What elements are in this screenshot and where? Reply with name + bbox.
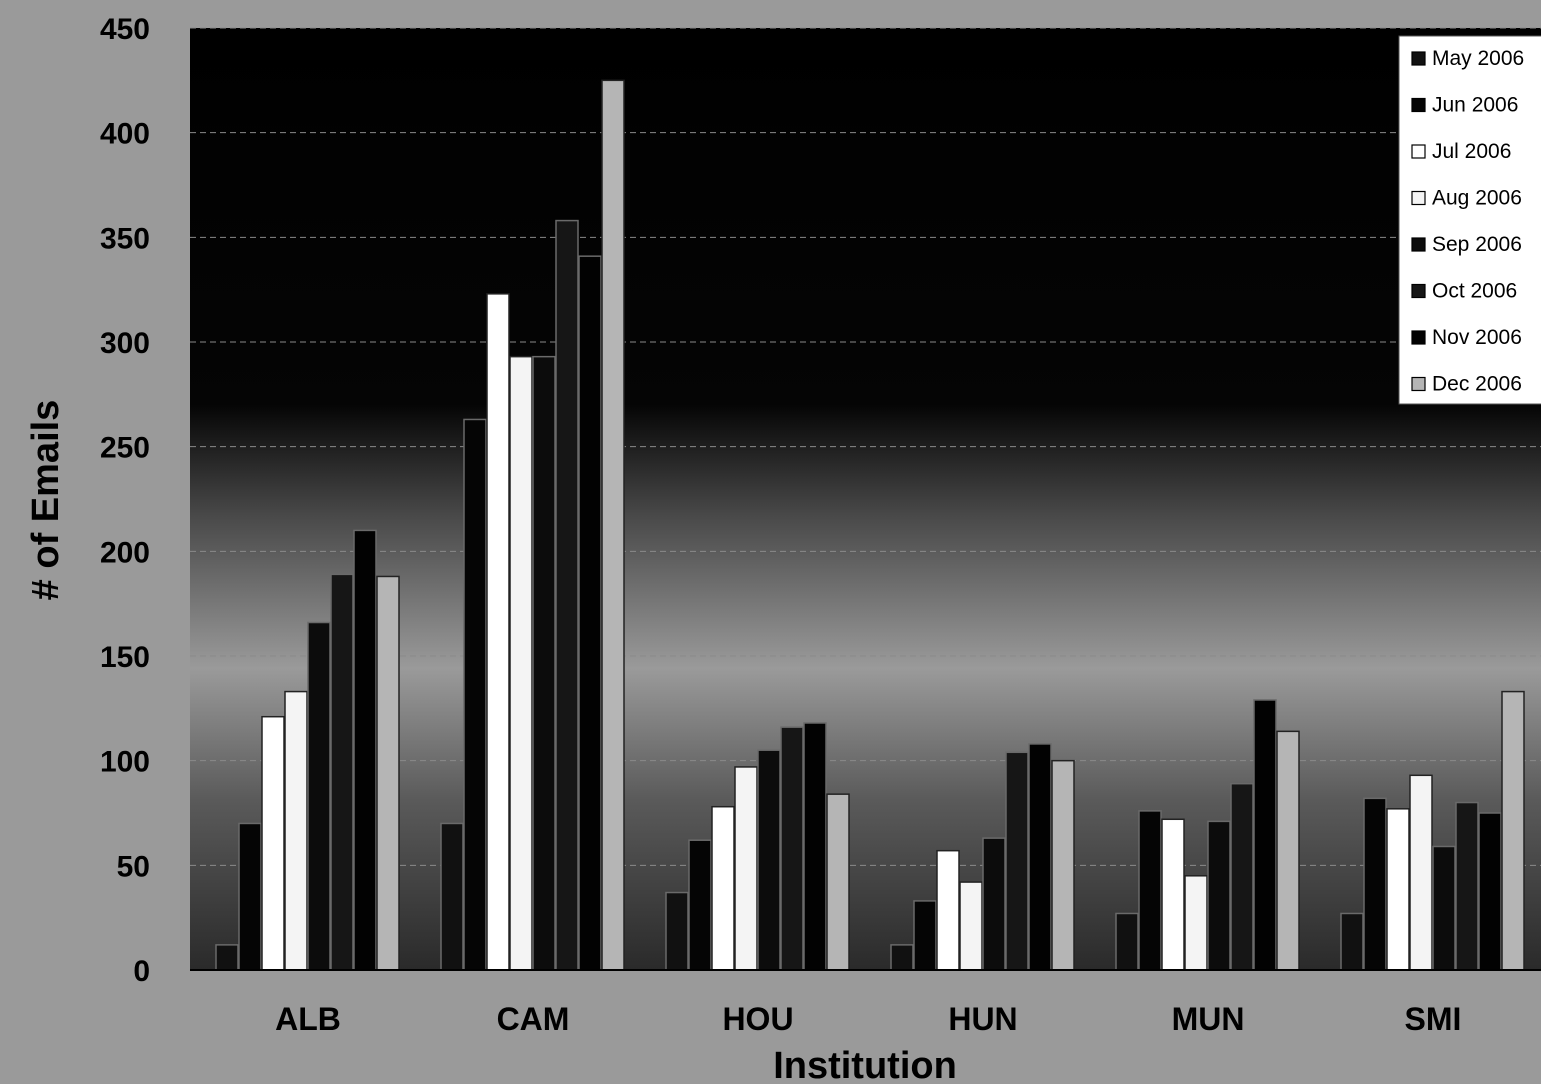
bar-hun-nov-2006 bbox=[1028, 743, 1052, 971]
bar-cam-jul-2006 bbox=[486, 293, 510, 971]
bar-smi-jun-2006 bbox=[1363, 797, 1387, 971]
bar-cam-nov-2006 bbox=[578, 255, 602, 971]
y-tick-label: 100 bbox=[100, 746, 150, 779]
y-tick-label: 300 bbox=[100, 327, 150, 360]
x-tick-label: CAM bbox=[497, 1001, 570, 1037]
bar-mun-jun-2006 bbox=[1138, 810, 1162, 971]
bar-hun-sep-2006 bbox=[982, 837, 1006, 971]
legend-label: May 2006 bbox=[1432, 47, 1524, 70]
bar-hou-jul-2006 bbox=[711, 805, 735, 971]
bar-smi-oct-2006 bbox=[1455, 801, 1479, 971]
bar-cam-dec-2006 bbox=[601, 79, 625, 971]
bar-alb-aug-2006 bbox=[284, 690, 308, 971]
bar-mun-jul-2006 bbox=[1161, 818, 1185, 971]
bar-cam-jun-2006 bbox=[463, 418, 487, 971]
bar-mun-sep-2006 bbox=[1207, 820, 1231, 971]
bar-smi-aug-2006 bbox=[1409, 774, 1433, 971]
bar-smi-nov-2006 bbox=[1478, 812, 1502, 971]
legend-swatch bbox=[1411, 97, 1426, 113]
bar-hun-jun-2006 bbox=[913, 900, 937, 971]
bar-hou-jun-2006 bbox=[688, 839, 712, 971]
bar-smi-jul-2006 bbox=[1386, 808, 1410, 971]
y-tick-label: 0 bbox=[133, 955, 150, 988]
bar-alb-may-2006 bbox=[215, 944, 239, 971]
bar-alb-jul-2006 bbox=[261, 715, 285, 971]
bar-hun-dec-2006 bbox=[1051, 759, 1075, 971]
bar-hou-nov-2006 bbox=[803, 722, 827, 971]
bar-hun-aug-2006 bbox=[959, 881, 983, 971]
bar-cam-aug-2006 bbox=[509, 355, 533, 971]
y-tick-label: 150 bbox=[100, 641, 150, 674]
legend-swatch bbox=[1411, 144, 1426, 159]
bar-alb-nov-2006 bbox=[353, 529, 377, 971]
legend-label: Oct 2006 bbox=[1432, 280, 1517, 303]
bar-alb-jun-2006 bbox=[238, 822, 262, 971]
bar-mun-dec-2006 bbox=[1276, 730, 1300, 971]
bar-alb-oct-2006 bbox=[330, 573, 354, 971]
bar-cam-oct-2006 bbox=[555, 219, 579, 971]
bar-smi-may-2006 bbox=[1340, 912, 1364, 971]
legend-swatch bbox=[1411, 190, 1426, 206]
bar-smi-sep-2006 bbox=[1432, 845, 1456, 971]
legend-label: Aug 2006 bbox=[1432, 187, 1522, 210]
bar-cam-may-2006 bbox=[440, 822, 464, 971]
bar-hun-may-2006 bbox=[890, 944, 914, 971]
bar-mun-may-2006 bbox=[1115, 912, 1139, 971]
bar-hou-dec-2006 bbox=[826, 793, 850, 971]
bar-mun-aug-2006 bbox=[1184, 875, 1208, 971]
legend-label: Jul 2006 bbox=[1432, 140, 1511, 163]
bar-alb-dec-2006 bbox=[376, 575, 400, 971]
y-tick-label: 450 bbox=[100, 13, 150, 46]
y-tick-label: 250 bbox=[100, 432, 150, 465]
legend-label: Nov 2006 bbox=[1432, 326, 1522, 349]
legend-label: Jun 2006 bbox=[1432, 94, 1518, 117]
bar-mun-nov-2006 bbox=[1253, 699, 1277, 971]
y-axis-title: # of Emails bbox=[25, 400, 67, 601]
bar-cam-sep-2006 bbox=[532, 355, 556, 971]
legend-swatch bbox=[1411, 283, 1426, 299]
x-tick-label: HOU bbox=[722, 1001, 793, 1037]
y-tick-label: 50 bbox=[117, 850, 150, 883]
legend-label: Dec 2006 bbox=[1432, 373, 1522, 396]
x-axis-title: Institution bbox=[773, 1045, 957, 1084]
legend-swatch bbox=[1411, 51, 1426, 66]
x-tick-label: MUN bbox=[1172, 1001, 1245, 1037]
y-tick-label: 200 bbox=[100, 536, 150, 569]
x-tick-label: SMI bbox=[1405, 1001, 1462, 1037]
y-tick-label: 350 bbox=[100, 222, 150, 255]
bar-mun-oct-2006 bbox=[1230, 782, 1254, 971]
legend-label: Sep 2006 bbox=[1432, 233, 1522, 256]
legend-swatch bbox=[1411, 376, 1426, 392]
bar-hun-oct-2006 bbox=[1005, 751, 1029, 971]
bar-hou-aug-2006 bbox=[734, 766, 758, 971]
x-tick-label: HUN bbox=[948, 1001, 1017, 1037]
x-tick-label: ALB bbox=[275, 1001, 341, 1037]
bar-hou-sep-2006 bbox=[757, 749, 781, 971]
plot-area bbox=[190, 28, 1541, 970]
bar-alb-sep-2006 bbox=[307, 621, 331, 971]
legend-swatch bbox=[1411, 330, 1426, 345]
bar-smi-dec-2006 bbox=[1501, 690, 1525, 971]
bar-hou-oct-2006 bbox=[780, 726, 804, 971]
legend-swatch bbox=[1411, 237, 1426, 252]
bar-hou-may-2006 bbox=[665, 891, 689, 971]
y-tick-label: 400 bbox=[100, 118, 150, 151]
bar-hun-jul-2006 bbox=[936, 849, 960, 971]
